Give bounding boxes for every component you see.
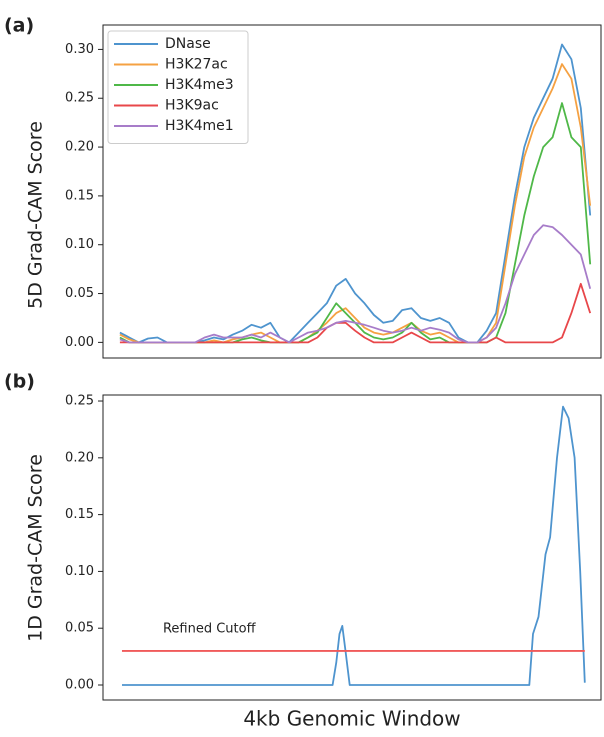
legend-label: H3K9ac [165, 98, 219, 114]
y-tick-label: 0.25 [65, 394, 94, 409]
legend-label: H3K4me3 [165, 77, 234, 93]
y-tick-label: 0.10 [65, 237, 94, 252]
y-tick-label: 0.00 [65, 678, 94, 693]
y-tick-label: 0.05 [65, 286, 94, 301]
plot-frame [102, 24, 602, 359]
y-tick-label: 0.00 [65, 335, 94, 350]
y-tick-label: 0.10 [65, 564, 94, 579]
panel-label: (a) [4, 15, 34, 37]
panel-label: (b) [4, 371, 35, 393]
y-tick-label: 0.15 [65, 507, 94, 522]
legend-box [107, 30, 249, 144]
y-tick-label: 0.05 [65, 621, 94, 636]
series-line [119, 224, 592, 344]
legend-label: DNase [165, 36, 211, 52]
y-tick-label: 0.15 [65, 188, 94, 203]
plot-frame [102, 394, 602, 701]
x-axis-label: 4kb Genomic Window [243, 707, 460, 731]
legend-label: H3K27ac [165, 57, 228, 73]
cutoff-label: Refined Cutoff [163, 621, 257, 636]
y-tick-label: 0.30 [65, 42, 94, 57]
y-axis-label: 5D Grad-CAM Score [25, 121, 47, 309]
legend-label: H3K4me1 [165, 118, 234, 134]
y-axis-label: 1D Grad-CAM Score [25, 454, 47, 642]
series-line [119, 282, 592, 344]
y-tick-label: 0.25 [65, 91, 94, 106]
series-line [122, 405, 586, 686]
y-tick-label: 0.20 [65, 450, 94, 465]
y-tick-label: 0.20 [65, 140, 94, 155]
